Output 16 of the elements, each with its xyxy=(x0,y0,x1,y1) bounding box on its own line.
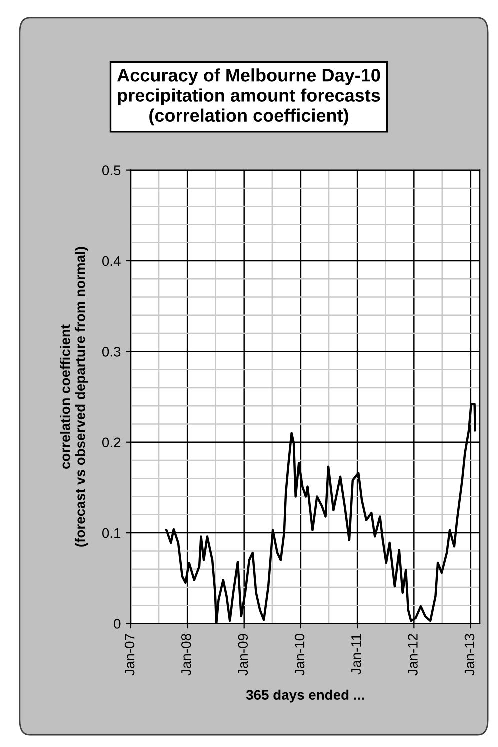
chart-title: Accuracy of Melbourne Day-10 precipitation amount forecasts (correlation coefficient) xyxy=(118,68,380,126)
x-axis-title: 365 days ended ... xyxy=(246,690,364,703)
y-axis-title: correlation coefficient (forecast vs observed departure from normal) xyxy=(60,247,88,547)
x-tick-label: Jan-11 xyxy=(352,634,362,675)
x-tick-label: Jan-07 xyxy=(124,634,135,676)
y-tick-label: 0.4 xyxy=(102,256,121,266)
y-tick-label: 0.2 xyxy=(102,438,121,448)
x-tick-label: Jan-12 xyxy=(408,634,418,676)
y-tick-label: 0 xyxy=(114,619,121,629)
y-tick-label: 0.3 xyxy=(102,347,121,357)
x-tick-label: Jan-08 xyxy=(181,634,192,676)
y-tick-label: 0.5 xyxy=(102,166,121,176)
x-tick-label: Jan-13 xyxy=(464,634,475,676)
x-tick-label: Jan-09 xyxy=(238,634,248,676)
y-tick-label: 0.1 xyxy=(102,528,121,538)
x-tick-label: Jan-10 xyxy=(294,634,305,676)
